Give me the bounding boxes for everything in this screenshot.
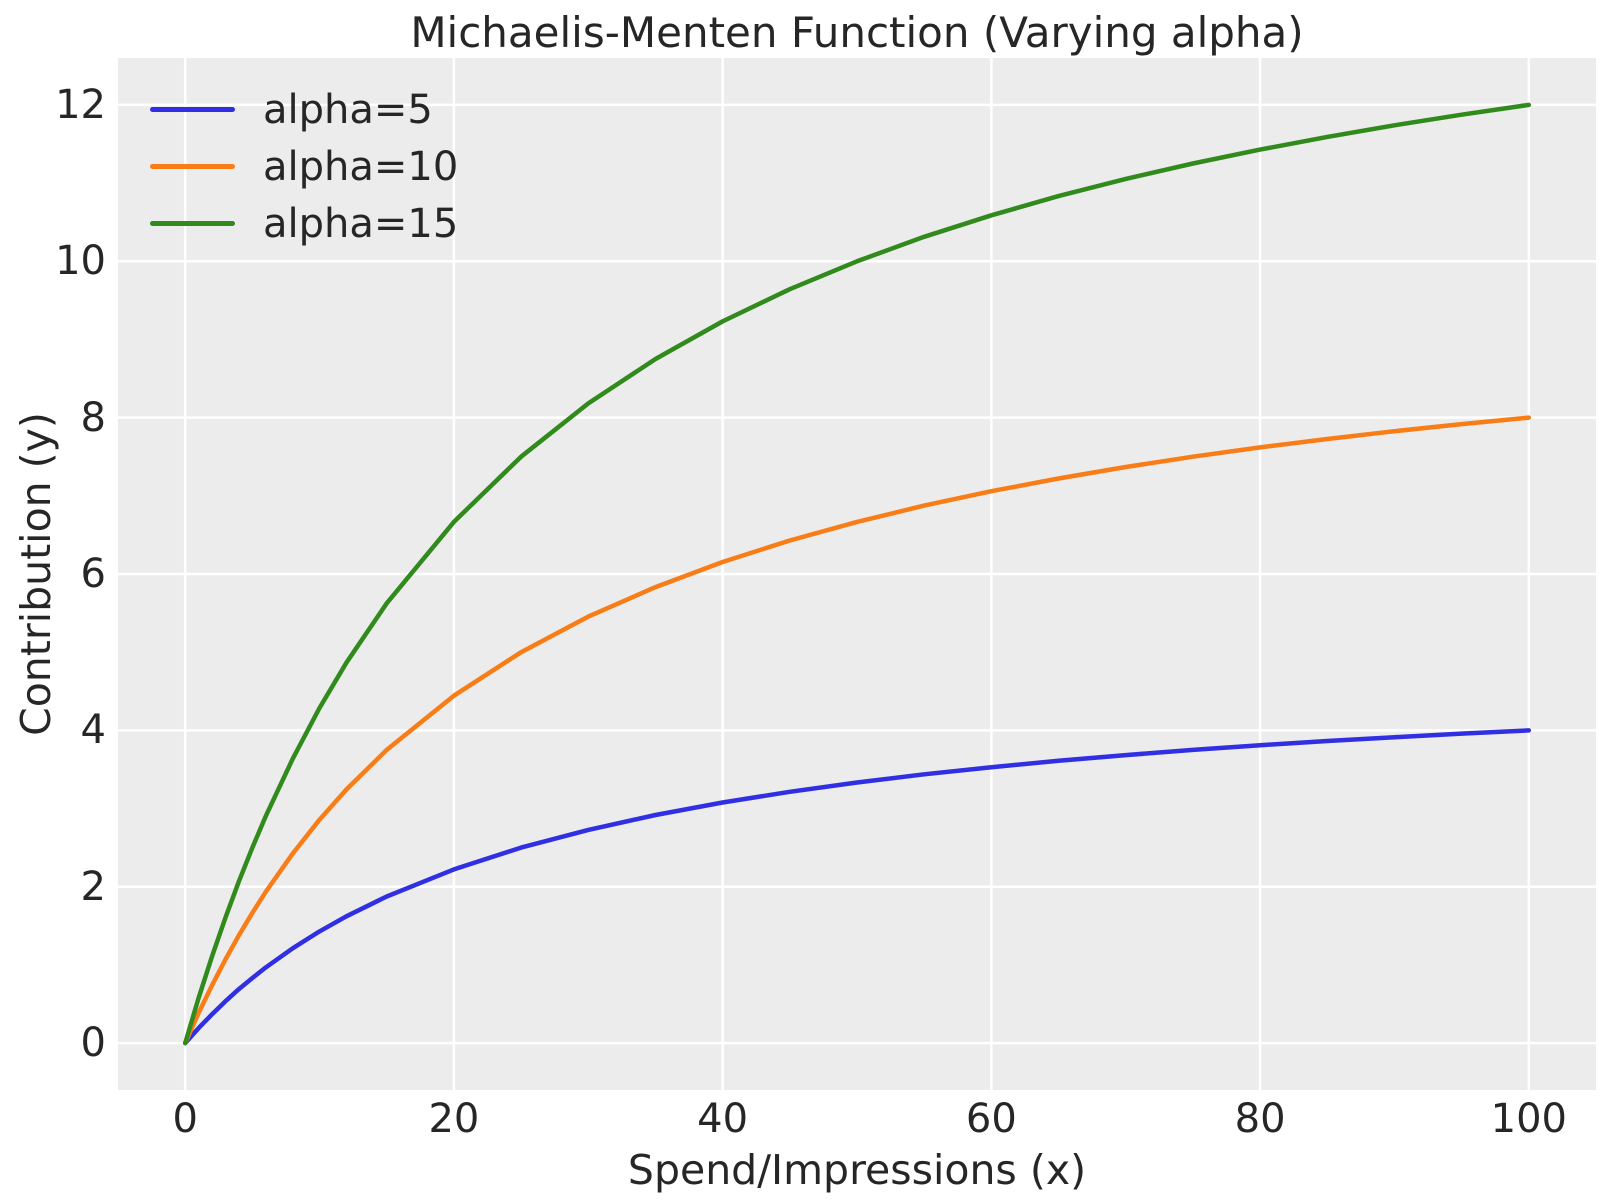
legend: alpha=5 alpha=10 alpha=15 <box>150 81 458 252</box>
y-tick-label: 12 <box>55 81 106 128</box>
series-line-alpha=10 <box>182 415 1532 1046</box>
legend-line-swatch <box>150 221 235 226</box>
y-tick-label: 4 <box>80 707 106 754</box>
legend-line-swatch <box>150 164 235 169</box>
y-tick-label: 0 <box>80 1020 106 1067</box>
chart-title: Michaelis-Menten Function (Varying alpha… <box>410 8 1304 57</box>
legend-item: alpha=10 <box>150 138 458 195</box>
x-tick-label: 0 <box>172 1096 198 1142</box>
x-axis-label: Spend/Impressions (x) <box>627 1146 1087 1194</box>
legend-item: alpha=15 <box>150 195 458 252</box>
series-line-alpha=5 <box>182 728 1532 1046</box>
x-tick-label: 40 <box>697 1096 749 1142</box>
y-tick-label: 10 <box>55 238 106 285</box>
x-tick-label: 60 <box>965 1096 1017 1142</box>
y-tick-label: 6 <box>80 551 106 597</box>
legend-label: alpha=10 <box>263 143 459 190</box>
y-tick-label: 2 <box>80 863 106 910</box>
series-line-alpha=15 <box>182 102 1532 1046</box>
legend-label: alpha=15 <box>263 200 459 247</box>
x-tick-label: 100 <box>1490 1096 1567 1142</box>
legend-label: alpha=5 <box>263 86 433 133</box>
x-tick-label: 80 <box>1234 1096 1286 1142</box>
legend-line-swatch <box>150 107 235 112</box>
x-tick-label: 20 <box>428 1096 480 1142</box>
y-tick-label: 8 <box>80 394 106 441</box>
legend-item: alpha=5 <box>150 81 458 138</box>
